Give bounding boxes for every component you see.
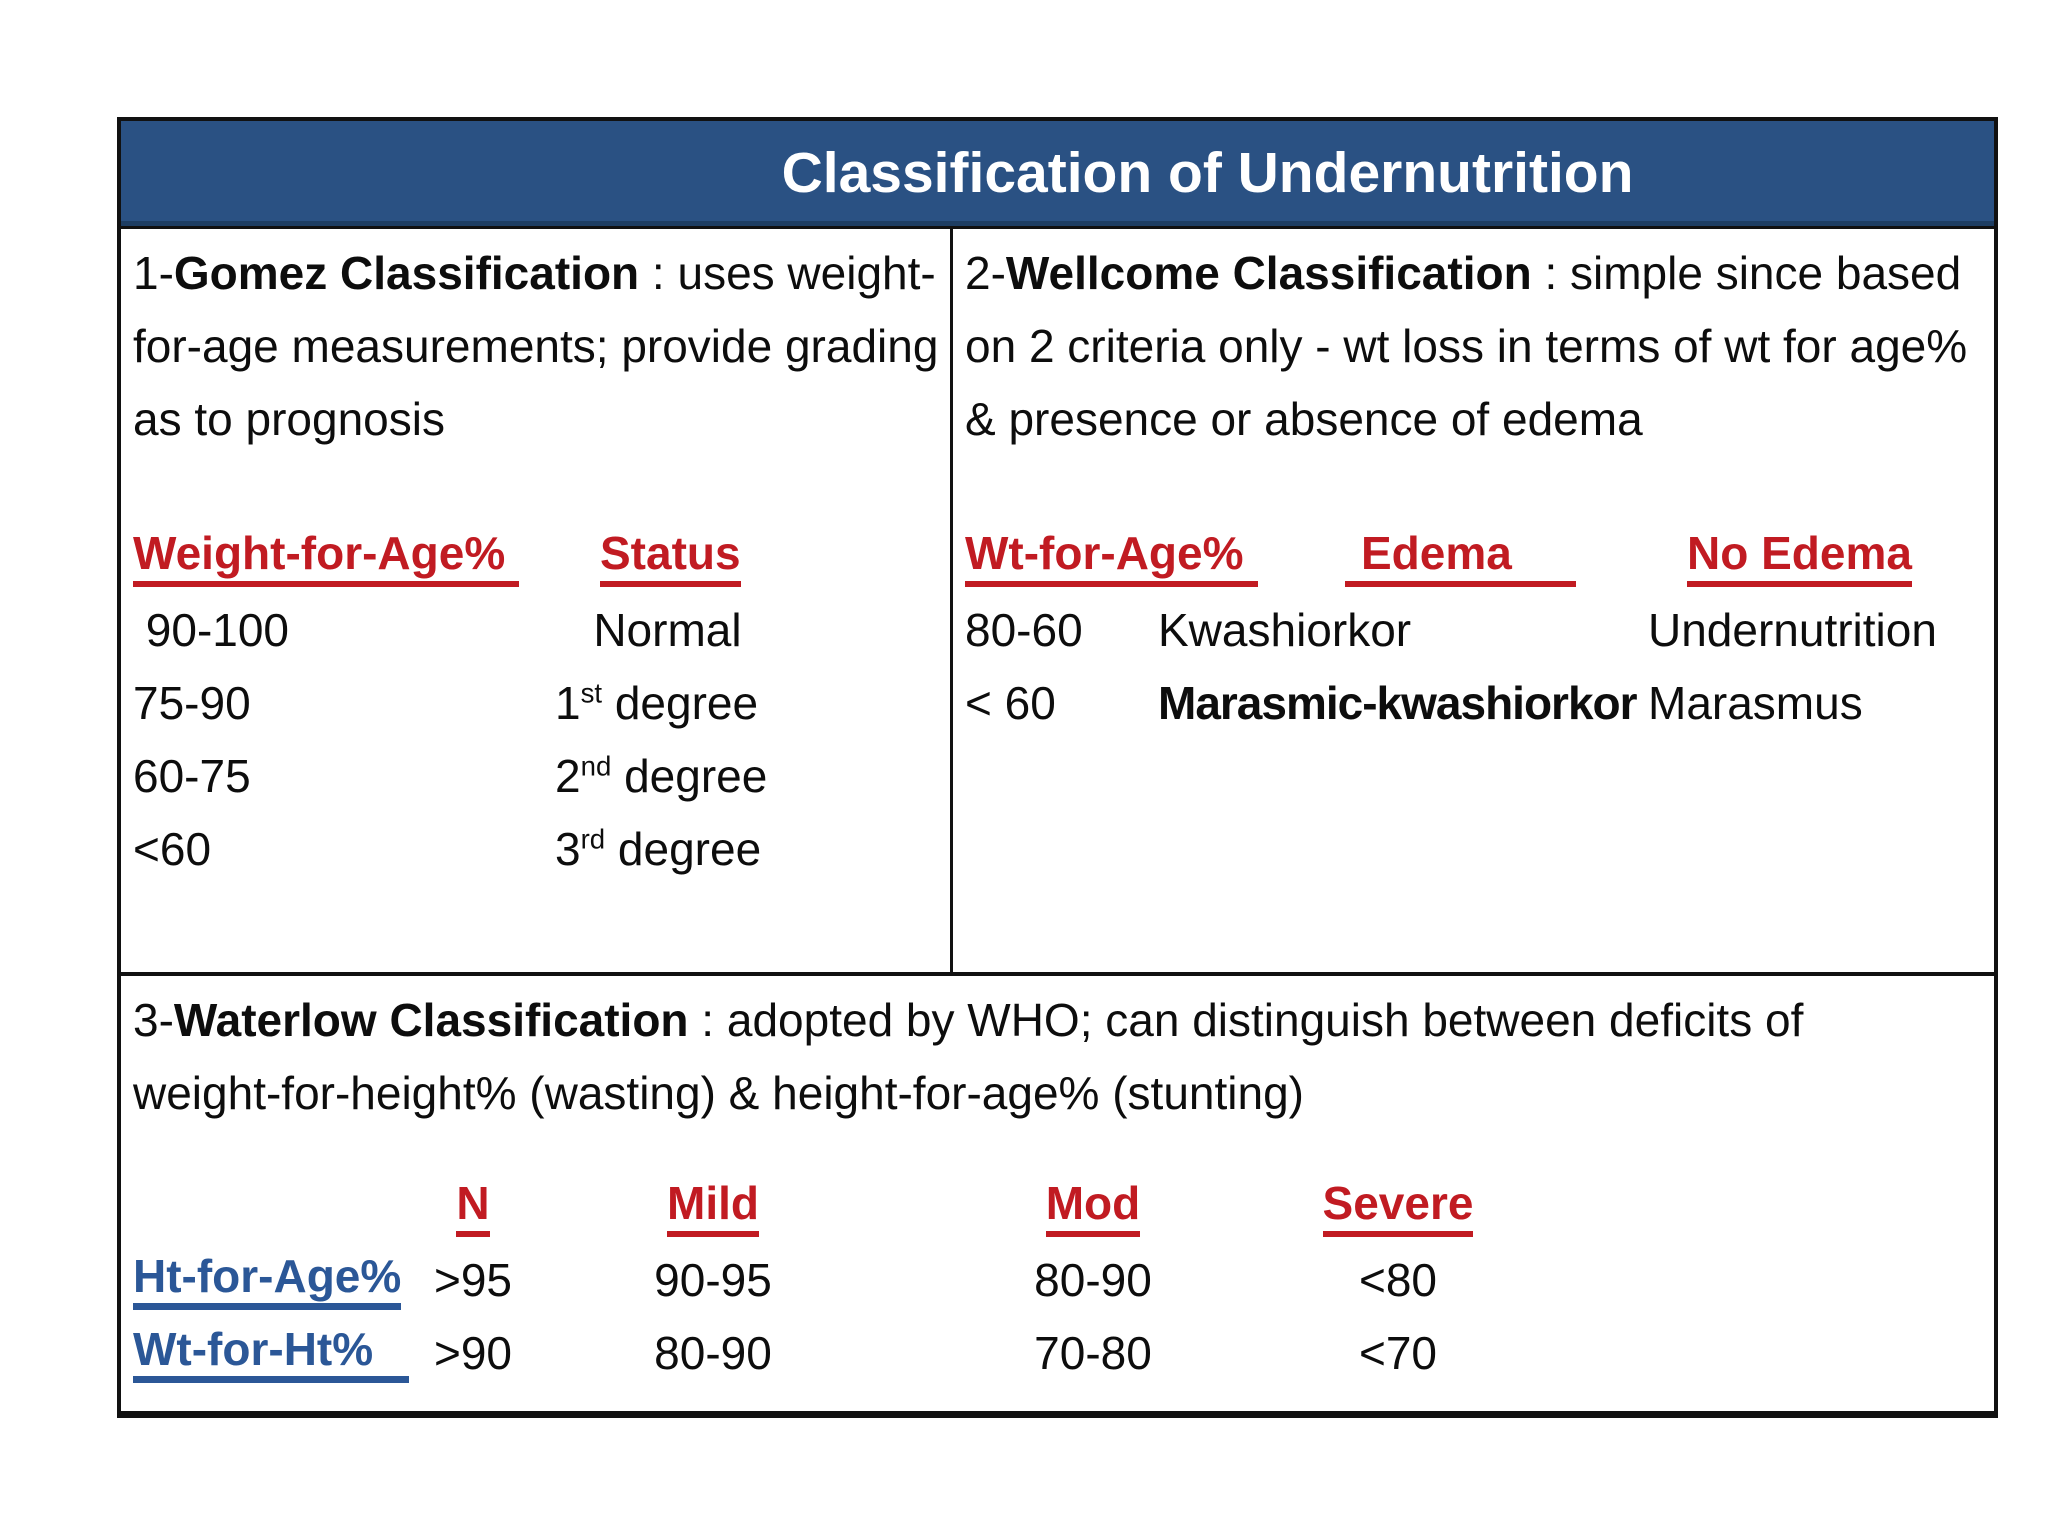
wellcome-edema-cell: Kwashiorkor: [1158, 603, 1412, 656]
gomez-status-cell: 3rd degree: [555, 822, 950, 876]
table-row: 80-60 Kwashiorkor Undernutrition: [953, 593, 1994, 666]
wellcome-heading: 2-Wellcome Classification : simple since…: [953, 229, 1994, 456]
waterlow-row-label-ht-for-age: Ht-for-Age%: [133, 1250, 402, 1311]
waterlow-table-header-row: N Mild Mod Severe: [121, 1170, 1994, 1243]
gomez-range-cell: 75-90: [133, 676, 251, 729]
table-row: 90-100 Normal: [121, 593, 950, 666]
ordinal-suffix: st: [580, 677, 603, 709]
table-row: 75-90 1st degree: [121, 666, 950, 739]
table-title: Classification of Undernutrition: [781, 141, 1634, 205]
table-row: <60 3rd degree: [121, 812, 950, 885]
waterlow-col-header-severe: Severe: [1322, 1178, 1474, 1237]
waterlow-row-label-wt-for-ht: Wt-for-Ht%: [133, 1323, 410, 1384]
spacer: [121, 456, 950, 520]
wellcome-no-edema-cell: Undernutrition: [1648, 603, 1937, 656]
waterlow-row-label-cell: Wt-for-Ht%: [133, 1322, 410, 1384]
waterlow-heading: 3-Waterlow Classification : adopted by W…: [121, 976, 1994, 1130]
wellcome-header-cell: Edema: [1345, 526, 1576, 587]
waterlow-value-cell: 70-80: [1034, 1326, 1152, 1379]
waterlow-col-header-n: N: [456, 1178, 490, 1237]
wellcome-header-cell: No Edema: [1687, 526, 1912, 587]
table-row: Ht-for-Age% >95 90-95 80-90 <80: [121, 1243, 1994, 1316]
gomez-col-header-status: Status: [600, 528, 741, 587]
waterlow-value-cell: >90: [433, 1326, 513, 1379]
wellcome-col-header-no-edema: No Edema: [1687, 528, 1912, 587]
gomez-heading-number: 1-: [133, 247, 174, 299]
waterlow-heading-name: Waterlow Classification: [173, 994, 689, 1046]
waterlow-value-cell: 90-95: [654, 1253, 772, 1306]
wellcome-range-cell: 80-60: [965, 603, 1083, 656]
waterlow-row-label-cell: Ht-for-Age%: [133, 1249, 403, 1311]
wellcome-table-header-row: Wt-for-Age% Edema No Edema: [953, 520, 1994, 593]
gomez-header-cell: Weight-for-Age%: [133, 526, 555, 587]
table-title-banner: Classification of Undernutrition: [121, 121, 1994, 226]
waterlow-header-cell: Mod: [883, 1176, 1303, 1237]
waterlow-header-cell: Severe: [1303, 1176, 1493, 1237]
waterlow-value-cell: 80-90: [654, 1326, 772, 1379]
waterlow-section: 3-Waterlow Classification : adopted by W…: [121, 972, 1994, 1411]
gomez-section: 1-Gomez Classification : uses weight-for…: [121, 229, 953, 972]
wellcome-edema-cell: Marasmic-kwashiorkor: [1158, 676, 1638, 729]
wellcome-heading-name: Wellcome Classification: [1005, 247, 1532, 299]
status-text: 2: [555, 749, 581, 802]
gomez-status-cell: 2nd degree: [555, 749, 950, 803]
status-text: 1: [555, 676, 581, 729]
wellcome-col-header-wt-for-age: Wt-for-Age%: [965, 528, 1258, 587]
gomez-status-cell: 1st degree: [555, 676, 950, 730]
wellcome-heading-number: 2-: [965, 247, 1006, 299]
gomez-header-cell: Status: [555, 526, 950, 587]
gomez-range-cell: 90-100: [133, 603, 290, 656]
gomez-range-cell: <60: [133, 822, 212, 875]
waterlow-value-cell: <80: [1358, 1253, 1438, 1306]
waterlow-header-cell: N: [403, 1176, 543, 1237]
ordinal-suffix: nd: [580, 750, 612, 782]
status-text: Normal: [555, 603, 742, 656]
gomez-range-cell: 60-75: [133, 749, 251, 802]
wellcome-col-header-edema: Edema: [1345, 528, 1576, 587]
gomez-status-cell: Normal: [555, 603, 950, 657]
spacer: [953, 456, 1994, 520]
wellcome-range-cell: < 60: [965, 676, 1056, 729]
gomez-heading-description: : uses weight-for-age measurements; prov…: [133, 247, 939, 445]
ordinal-suffix: rd: [580, 823, 606, 855]
top-sections-row: 1-Gomez Classification : uses weight-for…: [121, 226, 1994, 972]
waterlow-col-header-mild: Mild: [667, 1178, 759, 1237]
classification-table: Classification of Undernutrition 1-Gomez…: [117, 117, 1998, 1418]
status-text-rest: degree: [611, 749, 768, 802]
table-row: 60-75 2nd degree: [121, 739, 950, 812]
status-text: 3: [555, 822, 581, 875]
waterlow-col-header-mod: Mod: [1045, 1178, 1141, 1237]
status-text-rest: degree: [605, 822, 762, 875]
wellcome-heading-description: : simple since based on 2 criteria only …: [965, 247, 1968, 445]
waterlow-value-cell: >95: [433, 1253, 513, 1306]
waterlow-header-cell: Mild: [543, 1176, 883, 1237]
gomez-heading: 1-Gomez Classification : uses weight-for…: [121, 229, 950, 456]
waterlow-heading-number: 3-: [133, 994, 174, 1046]
status-text-rest: degree: [602, 676, 759, 729]
gomez-col-header-weight-for-age: Weight-for-Age%: [133, 528, 520, 587]
wellcome-no-edema-cell: Marasmus: [1648, 676, 1863, 729]
wellcome-header-cell: Wt-for-Age%: [965, 526, 1345, 587]
wellcome-section: 2-Wellcome Classification : simple since…: [953, 229, 1994, 972]
waterlow-value-cell: <70: [1358, 1326, 1438, 1379]
table-row: Wt-for-Ht% >90 80-90 70-80 <70: [121, 1316, 1994, 1389]
waterlow-value-cell: 80-90: [1034, 1253, 1152, 1306]
waterlow-heading-description: : adopted by WHO; can distinguish betwee…: [133, 994, 1804, 1119]
table-row: < 60 Marasmic-kwashiorkor Marasmus: [953, 666, 1994, 739]
gomez-heading-name: Gomez Classification: [173, 247, 640, 299]
spacer: [121, 1130, 1994, 1170]
gomez-table-header-row: Weight-for-Age% Status: [121, 520, 950, 593]
